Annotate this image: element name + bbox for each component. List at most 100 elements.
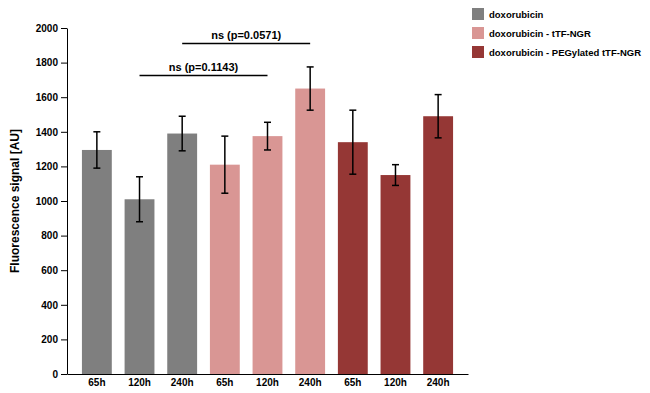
error-bar — [349, 110, 356, 174]
error-cap — [179, 150, 186, 152]
error-line — [139, 177, 141, 222]
bar — [381, 175, 411, 374]
x-tick: 240h — [427, 374, 450, 388]
marks — [82, 67, 453, 374]
legend-label: doxorubicin — [489, 9, 544, 20]
y-axis-title: Fluorescence signal [AU] — [8, 129, 22, 273]
bar — [338, 142, 368, 374]
y-tick-mark — [61, 236, 67, 237]
error-bar — [179, 116, 186, 151]
y-tick-mark — [61, 270, 67, 271]
y-tick-label: 200 — [41, 334, 58, 345]
annotation-line — [140, 75, 268, 77]
error-bar — [435, 95, 442, 138]
x-tick-label: 120h — [256, 377, 279, 388]
y-tick: 200 — [41, 334, 67, 345]
y-tick-label: 400 — [41, 300, 58, 311]
y-tick-label: 1400 — [36, 127, 59, 138]
y-tick: 1200 — [36, 161, 67, 172]
plot: 0 200 400 600 800 1000 1200 1400 1600 1800 2000 65h… — [36, 23, 469, 388]
error-cap — [136, 221, 143, 223]
y-tick: 1000 — [36, 196, 67, 207]
error-bar — [264, 122, 271, 150]
y-tick: 800 — [41, 230, 67, 241]
x-tick: 240h — [171, 374, 194, 388]
error-cap — [435, 94, 442, 96]
y-axis-line — [67, 29, 68, 375]
annotation-text: ns (p=0.1143) — [169, 61, 239, 73]
x-axis-line — [68, 374, 469, 375]
x-tick: 240h — [299, 374, 322, 388]
error-bar — [221, 136, 228, 193]
y-tick-label: 0 — [52, 369, 58, 380]
y-tick: 0 — [52, 369, 67, 380]
y-tick-mark — [61, 28, 67, 29]
bar — [125, 199, 155, 374]
error-line — [267, 122, 269, 150]
annotation-line — [182, 43, 310, 45]
legend-item: doxorubicin - PEGylated tTF-NGR — [472, 46, 641, 58]
error-cap — [307, 109, 314, 111]
y-tick-mark — [61, 63, 67, 64]
error-cap — [179, 115, 186, 117]
error-cap — [93, 167, 100, 169]
x-tick: 120h — [384, 374, 407, 388]
error-line — [352, 110, 354, 174]
error-bar — [392, 165, 399, 186]
x-tick-label: 240h — [427, 377, 450, 388]
y-tick-mark — [61, 201, 67, 202]
x-tick-label: 65h — [216, 377, 233, 388]
legend-label: doxorubicin - tTF-NGR — [489, 28, 591, 39]
x-tick: 120h — [256, 374, 279, 388]
y-tick: 2000 — [36, 23, 67, 34]
y-tick: 400 — [41, 300, 67, 311]
y-tick: 1400 — [36, 127, 67, 138]
y-tick: 1600 — [36, 92, 67, 103]
x-tick-label: 120h — [128, 377, 151, 388]
error-cap — [349, 109, 356, 111]
error-bar — [136, 177, 143, 222]
error-line — [437, 95, 439, 138]
legend-item: doxorubicin — [472, 8, 544, 20]
legend: doxorubicin doxorubicin - tTF-NGR doxorubi… — [472, 8, 641, 58]
y-tick-label: 600 — [41, 265, 58, 276]
y-tick-mark — [61, 166, 67, 167]
x-axis: 65h 120h 240h 65h 120h 240h 65h 120h 240h — [68, 374, 469, 388]
x-tick-label: 240h — [299, 377, 322, 388]
y-tick-label: 1800 — [36, 57, 59, 68]
y-tick-label: 1000 — [36, 196, 59, 207]
legend-swatch — [472, 46, 484, 58]
legend-swatch — [472, 27, 484, 39]
y-tick-label: 800 — [41, 230, 58, 241]
y-tick-mark — [61, 97, 67, 98]
annotation-text: ns (p=0.0571) — [211, 29, 281, 41]
y-tick-mark — [61, 132, 67, 133]
y-tick-mark — [61, 339, 67, 340]
bar — [423, 116, 453, 374]
y-tick-label: 2000 — [36, 23, 59, 34]
x-tick-label: 65h — [344, 377, 361, 388]
error-cap — [392, 164, 399, 166]
error-cap — [435, 137, 442, 139]
legend-swatch — [472, 8, 484, 20]
x-tick: 120h — [128, 374, 151, 388]
x-tick-label: 120h — [384, 377, 407, 388]
error-cap — [264, 122, 271, 124]
error-bar — [93, 132, 100, 168]
legend-item: doxorubicin - tTF-NGR — [472, 27, 591, 39]
error-cap — [221, 192, 228, 194]
annotations: ns (p=0.1143) ns (p=0.0571) — [140, 29, 311, 76]
x-tick-label: 240h — [171, 377, 194, 388]
error-bar — [307, 67, 314, 110]
error-cap — [307, 66, 314, 68]
error-line — [224, 136, 226, 193]
error-cap — [349, 173, 356, 175]
y-axis: 0 200 400 600 800 1000 1200 1400 1600 1800 2000 — [36, 23, 68, 380]
bar — [210, 165, 240, 374]
error-cap — [93, 131, 100, 133]
error-line — [181, 116, 183, 151]
y-tick: 1800 — [36, 57, 67, 68]
legend-label: doxorubicin - PEGylated tTF-NGR — [489, 47, 641, 58]
x-tick-label: 65h — [88, 377, 105, 388]
y-tick-label: 1600 — [36, 92, 59, 103]
